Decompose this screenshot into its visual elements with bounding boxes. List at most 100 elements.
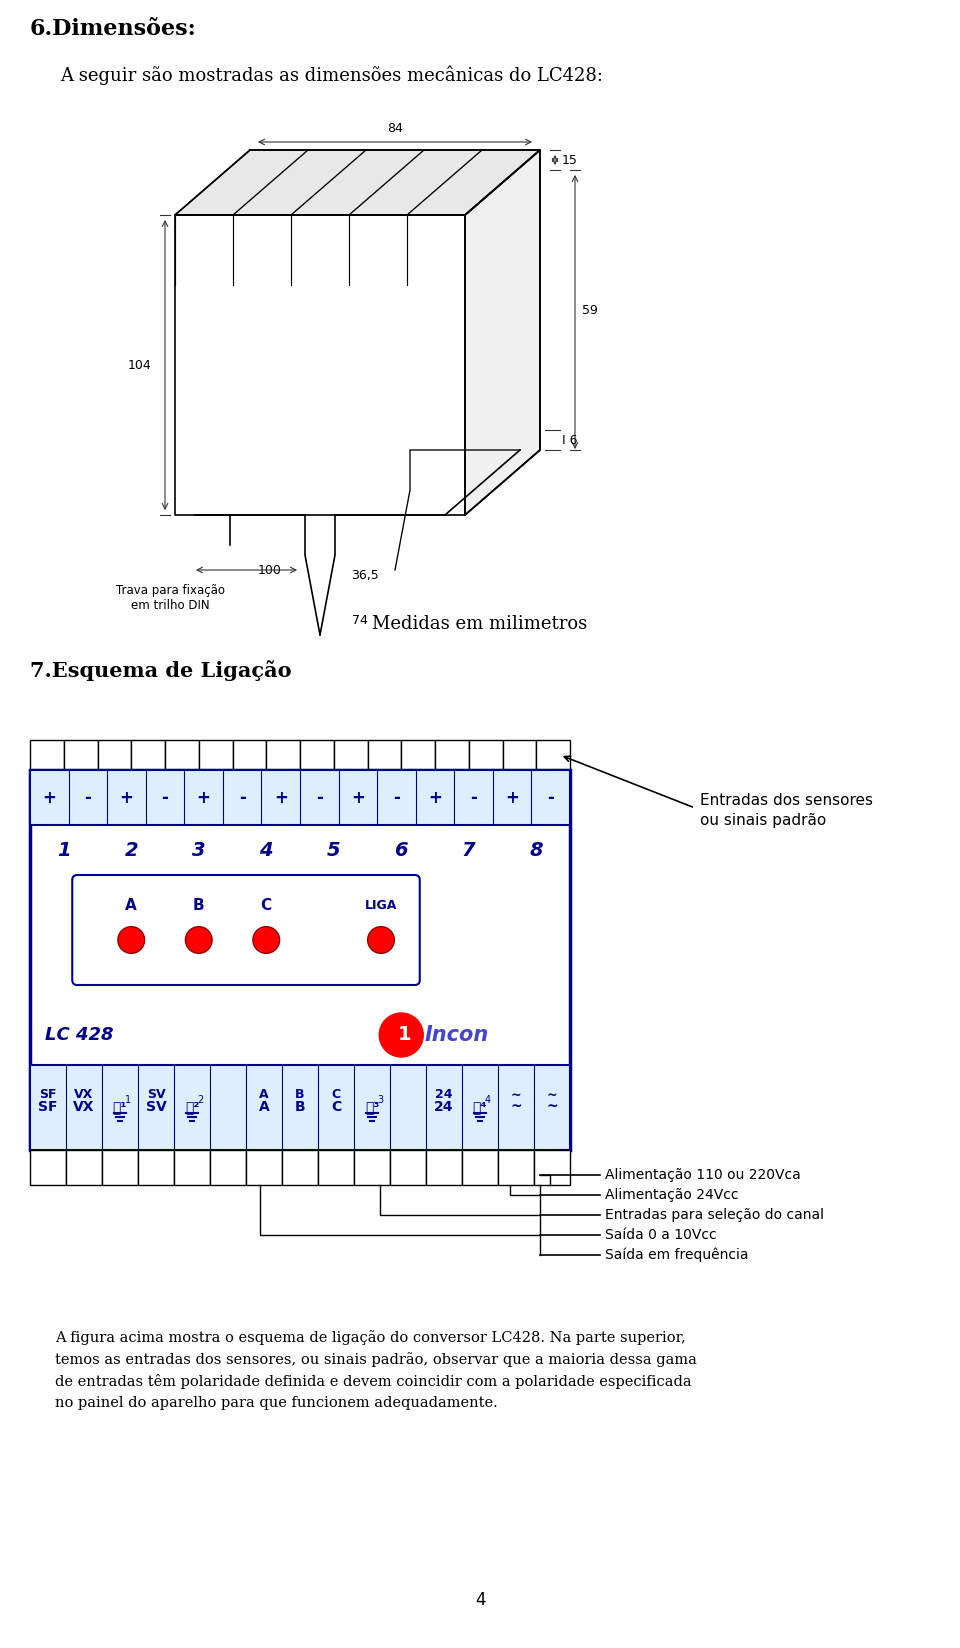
Bar	[63, 740, 98, 770]
Bar	[98, 740, 132, 770]
Bar	[354, 1150, 390, 1185]
Text: de entradas têm polaridade definida e devem coincidir com a polaridade especific: de entradas têm polaridade definida e de…	[55, 1374, 691, 1389]
Text: ~: ~	[510, 1099, 522, 1114]
Text: +: +	[197, 789, 210, 808]
Polygon shape	[175, 150, 540, 214]
Text: 1: 1	[397, 1025, 411, 1045]
Text: em trilho DIN: em trilho DIN	[131, 598, 209, 611]
Text: ⏚²: ⏚²	[185, 1099, 199, 1114]
Bar	[435, 740, 468, 770]
Text: ⏚¹: ⏚¹	[112, 1099, 128, 1114]
FancyBboxPatch shape	[72, 875, 420, 986]
Text: 1: 1	[125, 1094, 132, 1106]
Text: Alimentação 24Vcc: Alimentação 24Vcc	[605, 1188, 738, 1201]
Text: SF: SF	[39, 1088, 57, 1101]
Text: no painel do aparelho para que funcionem adequadamente.: no painel do aparelho para que funcionem…	[55, 1396, 497, 1411]
Bar	[300, 740, 334, 770]
Text: VX: VX	[73, 1099, 95, 1114]
Text: C: C	[261, 898, 272, 913]
Circle shape	[369, 928, 393, 953]
Bar	[199, 740, 232, 770]
Text: 8: 8	[529, 840, 543, 860]
Text: A: A	[126, 898, 137, 913]
Text: 7.Esquema de Ligação: 7.Esquema de Ligação	[30, 659, 292, 681]
Text: Incon: Incon	[424, 1025, 489, 1045]
Text: 24: 24	[434, 1099, 454, 1114]
Bar	[30, 770, 570, 826]
Bar	[502, 740, 537, 770]
Text: 7: 7	[462, 840, 475, 860]
Text: LIGA: LIGA	[365, 898, 397, 911]
Circle shape	[254, 928, 278, 953]
Bar	[468, 740, 502, 770]
Text: 4: 4	[475, 1590, 485, 1608]
Bar	[390, 1150, 426, 1185]
Text: -: -	[316, 789, 323, 808]
Text: +: +	[428, 789, 442, 808]
Text: 24: 24	[435, 1088, 453, 1101]
Text: 100: 100	[258, 564, 282, 577]
Text: -: -	[239, 789, 246, 808]
Text: 36,5: 36,5	[351, 569, 379, 582]
Text: A figura acima mostra o esquema de ligação do conversor LC428. Na parte superior: A figura acima mostra o esquema de ligaç…	[55, 1330, 685, 1345]
Text: +: +	[351, 789, 365, 808]
Text: VX: VX	[74, 1088, 94, 1101]
Text: B: B	[296, 1088, 304, 1101]
Text: Alimentação 110 ou 220Vca: Alimentação 110 ou 220Vca	[605, 1168, 801, 1182]
Text: Saída em frequência: Saída em frequência	[605, 1248, 749, 1262]
Text: 1: 1	[57, 840, 71, 860]
Text: -: -	[161, 789, 168, 808]
Text: ⏚³: ⏚³	[365, 1099, 379, 1114]
Text: Trava para fixação: Trava para fixação	[115, 583, 225, 597]
Text: 6: 6	[395, 840, 408, 860]
Text: 4: 4	[485, 1094, 492, 1106]
Text: Medidas em milimetros: Medidas em milimetros	[372, 615, 588, 633]
Text: -: -	[393, 789, 400, 808]
Circle shape	[119, 928, 143, 953]
Bar	[138, 1150, 174, 1185]
Bar	[401, 740, 435, 770]
Text: ~: ~	[546, 1099, 558, 1114]
Bar	[246, 1150, 282, 1185]
Bar	[132, 740, 165, 770]
Text: 6.Dimensões:: 6.Dimensões:	[30, 18, 197, 40]
Text: A seguir são mostradas as dimensões mecânicas do LC428:: A seguir são mostradas as dimensões mecâ…	[60, 64, 603, 84]
Polygon shape	[465, 150, 540, 516]
Bar	[30, 740, 63, 770]
Text: C: C	[331, 1099, 341, 1114]
Text: ~: ~	[511, 1088, 521, 1101]
Text: ~: ~	[546, 1088, 558, 1101]
Text: -: -	[470, 789, 477, 808]
Bar	[174, 1150, 210, 1185]
Bar	[66, 1150, 102, 1185]
Circle shape	[379, 1014, 423, 1056]
Text: 2: 2	[197, 1094, 204, 1106]
Bar	[534, 1150, 570, 1185]
Bar	[266, 740, 300, 770]
Text: 104: 104	[128, 359, 152, 371]
Bar	[210, 1150, 246, 1185]
Text: B: B	[295, 1099, 305, 1114]
Text: LC 428: LC 428	[45, 1027, 113, 1043]
Text: B: B	[193, 898, 204, 913]
Text: 59: 59	[582, 303, 598, 316]
Text: Saída 0 a 10Vcc: Saída 0 a 10Vcc	[605, 1228, 716, 1243]
Circle shape	[187, 928, 211, 953]
Bar	[498, 1150, 534, 1185]
Bar	[30, 1065, 570, 1150]
Text: +: +	[505, 789, 519, 808]
Text: Entradas para seleção do canal: Entradas para seleção do canal	[605, 1208, 824, 1223]
Text: SF: SF	[38, 1099, 58, 1114]
Text: 5: 5	[327, 840, 341, 860]
Text: I 6: I 6	[562, 433, 578, 447]
Text: -: -	[547, 789, 554, 808]
Bar	[232, 740, 266, 770]
Bar	[334, 740, 368, 770]
Text: SV: SV	[146, 1099, 166, 1114]
Text: 3: 3	[377, 1094, 383, 1106]
Bar	[30, 1150, 66, 1185]
Text: +: +	[42, 789, 57, 808]
Text: 3: 3	[192, 840, 205, 860]
Bar	[30, 770, 570, 1150]
Text: SV: SV	[147, 1088, 165, 1101]
